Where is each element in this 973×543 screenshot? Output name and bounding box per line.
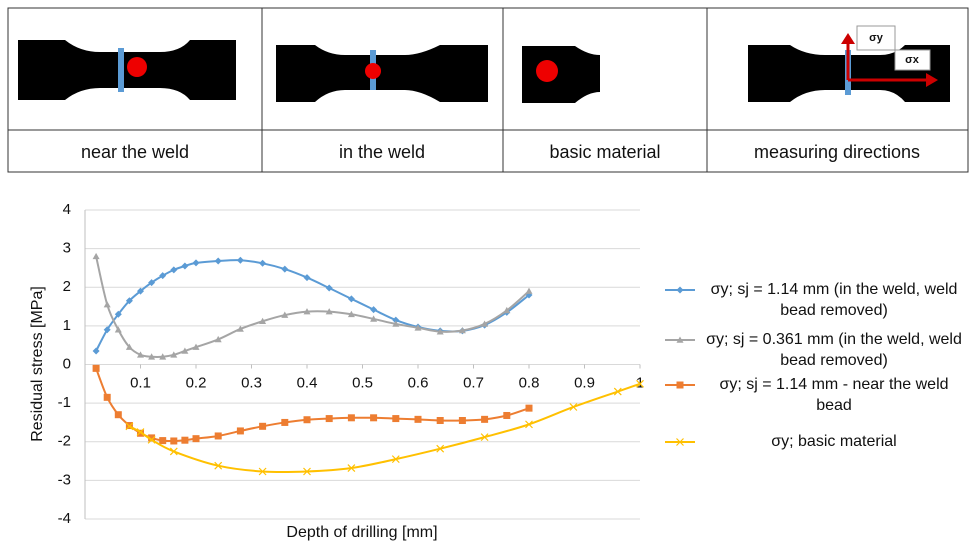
x-tick-label: 0.3 [241,374,262,391]
data-point [215,257,222,264]
y-tick-label: -4 [58,510,71,527]
x-tick-label: 0.2 [186,374,207,391]
legend-label: σy; basic material [700,431,968,452]
data-point [259,423,266,430]
legend-label: σy; sj = 0.361 mm (in the weld, weld bea… [700,329,968,371]
legend-label: σy; sj = 1.14 mm - near the weld bead [700,374,968,416]
data-point [481,416,488,423]
data-point [181,263,188,270]
panel-caption: basic material [549,142,660,162]
panel-caption: measuring directions [754,142,920,162]
legend-label: σy; sj = 1.14 mm (in the weld, weld bead… [700,279,968,321]
x-tick-label: 0.8 [519,374,540,391]
data-point [370,414,377,421]
data-point [193,259,200,266]
y-tick-label: -2 [58,433,71,450]
x-tick-label: 0.4 [297,374,318,391]
data-point [348,295,355,302]
data-point [526,288,533,294]
data-point [392,415,399,422]
data-point [326,285,333,292]
data-point [503,412,510,419]
series-line [96,260,529,351]
data-point [93,347,100,354]
data-point [181,437,188,444]
y-tick-label: -1 [58,394,71,411]
data-point [677,287,684,294]
data-point [526,405,533,412]
direction-label: σy [869,32,884,44]
data-point [259,260,266,267]
direction-label: σx [905,54,920,66]
data-point [304,274,311,281]
y-tick-label: 0 [63,355,71,372]
y-tick-label: -3 [58,471,71,488]
data-point [93,365,100,372]
data-point [437,417,444,424]
data-point [170,437,177,444]
series-line [129,384,640,472]
specimen-1 [18,40,236,100]
data-point [237,427,244,434]
data-point [104,301,111,307]
data-point [281,266,288,273]
data-point [459,417,466,424]
figure: σy σx near the weld in the weld basic ma… [0,0,973,543]
x-axis-title: Depth of drilling [mm] [286,524,437,541]
y-tick-label: 3 [63,240,71,257]
data-point [326,415,333,422]
x-tick-label: 0.6 [408,374,429,391]
series-line [96,256,529,357]
x-tick-label: 0.9 [574,374,595,391]
y-axis-title: Residual stress [MPa] [29,286,46,442]
specimen-2 [276,45,488,102]
data-point [237,257,244,264]
data-point [104,394,111,401]
y-tick-label: 2 [63,278,71,295]
specimen-4: σy σx [748,26,950,102]
data-point [677,382,684,389]
specimen-3 [522,46,600,103]
panel-caption: in the weld [339,142,425,162]
y-tick-label: 4 [63,201,71,218]
y-tick-label: 1 [63,317,71,334]
data-point [215,432,222,439]
data-point [159,437,166,444]
data-point [370,306,377,313]
data-point [170,266,177,273]
panel-caption: near the weld [81,142,189,162]
x-tick-label: 0.1 [130,374,151,391]
data-point [93,253,100,259]
chart: σy σx near the weld in the weld basic ma… [0,0,973,543]
data-point [415,416,422,423]
data-point [348,414,355,421]
x-tick-label: 0.7 [463,374,484,391]
data-point [193,435,200,442]
x-tick-label: 0.5 [352,374,373,391]
data-point [281,419,288,426]
data-point [115,411,122,418]
data-point [304,416,311,423]
